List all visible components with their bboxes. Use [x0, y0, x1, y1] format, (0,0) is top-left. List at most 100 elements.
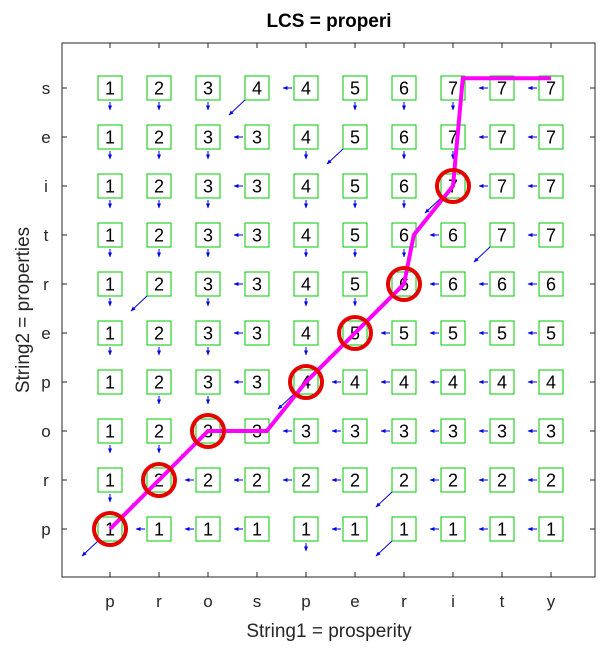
cell-box — [195, 467, 221, 493]
table-cell: 6 — [440, 222, 466, 248]
cell-box — [244, 124, 270, 150]
cell-value: 2 — [350, 471, 360, 491]
table-cell: 2 — [489, 467, 515, 493]
cell-value: 1 — [399, 520, 409, 540]
cell-value: 3 — [203, 79, 213, 99]
arrow-diag — [375, 540, 393, 557]
cell-box — [538, 369, 564, 395]
table-cell: 2 — [195, 467, 221, 493]
cell-box — [342, 467, 368, 493]
cell-box — [97, 222, 123, 248]
table-cell: 3 — [293, 418, 319, 444]
table-cell: 1 — [195, 516, 221, 542]
cell-value: 2 — [154, 373, 164, 393]
table-cell: 3 — [195, 369, 221, 395]
table-cell: 4 — [293, 75, 319, 101]
cell-value: 7 — [497, 79, 507, 99]
cell-box — [293, 75, 319, 101]
table-cell: 3 — [538, 418, 564, 444]
table-cell: 2 — [342, 467, 368, 493]
table-cell: 1 — [97, 124, 123, 150]
cell-box — [195, 222, 221, 248]
table-cell: 3 — [342, 418, 368, 444]
cell-value: 3 — [203, 373, 213, 393]
table-cell: 2 — [146, 271, 172, 297]
cell-box — [440, 418, 466, 444]
cell-box — [97, 320, 123, 346]
table-cell: 2 — [538, 467, 564, 493]
cell-box — [440, 467, 466, 493]
cell-value: 3 — [203, 226, 213, 246]
table-cell: 5 — [489, 320, 515, 346]
table-cell: 1 — [97, 418, 123, 444]
lcs-path-line — [108, 76, 551, 531]
cell-value: 6 — [448, 275, 458, 295]
cell-value: 2 — [399, 471, 409, 491]
cell-box — [342, 320, 368, 346]
cell-value: 5 — [350, 79, 360, 99]
table-cell: 2 — [146, 369, 172, 395]
table-cell: 2 — [146, 173, 172, 199]
cell-box — [97, 467, 123, 493]
table-cell: 2 — [293, 467, 319, 493]
cell-value: 1 — [105, 226, 115, 246]
lcs-match-circle — [288, 364, 324, 400]
arrow-layer — [81, 86, 537, 557]
cell-box — [97, 271, 123, 297]
cell-box — [244, 516, 270, 542]
cell-box — [489, 222, 515, 248]
cell-box — [440, 75, 466, 101]
table-cell: 7 — [489, 75, 515, 101]
table-cell: 1 — [293, 516, 319, 542]
table-cell: 4 — [293, 222, 319, 248]
lcs-path-layer — [108, 76, 551, 531]
cell-value: 1 — [105, 79, 115, 99]
table-cell: 4 — [391, 369, 417, 395]
cell-value: 3 — [252, 275, 262, 295]
cell-box — [440, 516, 466, 542]
cell-box — [391, 173, 417, 199]
cell-value: 7 — [546, 226, 556, 246]
cell-value: 1 — [105, 422, 115, 442]
table-cell: 3 — [489, 418, 515, 444]
cell-box — [489, 320, 515, 346]
cell-value: 4 — [399, 373, 409, 393]
cell-box — [97, 173, 123, 199]
cell-box — [195, 516, 221, 542]
cell-box — [146, 320, 172, 346]
table-cell: 5 — [342, 222, 368, 248]
cell-box — [97, 369, 123, 395]
table-cell: 3 — [195, 124, 221, 150]
table-cell: 3 — [195, 222, 221, 248]
cell-value: 6 — [497, 275, 507, 295]
cell-value: 3 — [203, 177, 213, 197]
cell-value: 1 — [105, 177, 115, 197]
table-cell: 2 — [391, 467, 417, 493]
table-cell: 5 — [538, 320, 564, 346]
table-cell: 5 — [440, 320, 466, 346]
y-tick-label: e — [41, 128, 50, 147]
cell-value: 5 — [350, 177, 360, 197]
x-tick-label: s — [253, 592, 262, 611]
x-tick-label: y — [547, 592, 556, 611]
cell-box — [489, 271, 515, 297]
arrow-diag — [424, 197, 442, 214]
table-cell: 3 — [244, 124, 270, 150]
cell-grid: 1 1 1 1 1 1 1 1 1 1 1 2 2 2 2 2 2 2 2 2 1 2 3 3 3 3 3 3 3 3 1 2 3 3 4 4 4 4 4 4… — [97, 75, 564, 542]
cell-value: 7 — [546, 79, 556, 99]
cell-box — [146, 173, 172, 199]
table-cell: 4 — [293, 271, 319, 297]
table-cell: 4 — [293, 320, 319, 346]
cell-value: 2 — [154, 422, 164, 442]
cell-value: 4 — [301, 226, 311, 246]
table-cell: 6 — [440, 271, 466, 297]
cell-box — [244, 222, 270, 248]
cell-value: 4 — [301, 324, 311, 344]
cell-box — [293, 271, 319, 297]
table-cell: 1 — [538, 516, 564, 542]
cell-box — [146, 516, 172, 542]
cell-value: 1 — [203, 520, 213, 540]
cell-value: 2 — [154, 226, 164, 246]
cell-value: 1 — [105, 471, 115, 491]
cell-box — [293, 222, 319, 248]
